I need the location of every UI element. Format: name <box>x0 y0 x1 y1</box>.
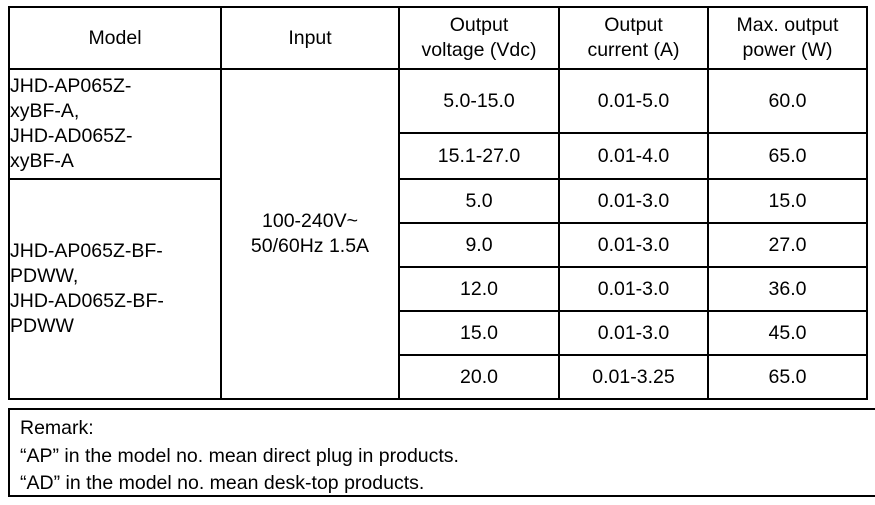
remark-title: Remark: <box>20 417 94 439</box>
cell-output-current: 0.01-5.0 <box>558 68 709 134</box>
cell-output-voltage: 15.0 <box>398 310 560 356</box>
cell-max-output-power: 60.0 <box>707 68 868 134</box>
cell-max-output-power: 27.0 <box>707 222 868 268</box>
column-header-max-output-power-line-1: Max. output <box>736 14 839 37</box>
column-header-output-current-line-2: current (A) <box>587 39 680 61</box>
input-rating-line-2: 50/60Hz 1.5A <box>250 235 370 257</box>
column-header-output-voltage-line-2: voltage (Vdc) <box>421 39 537 61</box>
column-header-model: Model <box>8 6 222 70</box>
model-cell-group-a-line-2: xyBF-A, <box>10 100 80 123</box>
model-cell-group-a: JHD-AP065Z- xyBF-A, JHD-AD065Z- xyBF-A <box>8 68 222 180</box>
cell-max-output-power: 65.0 <box>707 354 868 400</box>
table-row: JHD-AP065Z- xyBF-A, JHD-AD065Z- xyBF-A 1… <box>8 68 868 400</box>
cell-max-output-power: 36.0 <box>707 266 868 312</box>
model-cell-group-a-line-3: JHD-AD065Z- <box>10 125 133 147</box>
cell-output-voltage: 9.0 <box>398 222 560 268</box>
model-cell-group-a-line-1: JHD-AP065Z- <box>10 75 132 98</box>
table-row: 12.0 0.01-3.0 36.0 <box>9 266 868 312</box>
cell-output-current: 0.01-3.25 <box>558 354 709 400</box>
table-row: 15.1-27.0 0.01-4.0 65.0 <box>9 132 868 180</box>
remark-line-ad: “AD” in the model no. mean desk-top prod… <box>20 472 425 495</box>
cell-output-current: 0.01-3.0 <box>558 266 709 312</box>
cell-output-voltage: 20.0 <box>398 354 560 400</box>
column-header-max-output-power: Max. output power (W) <box>707 6 868 70</box>
cell-output-current: 0.01-3.0 <box>558 310 709 356</box>
cell-output-voltage: 12.0 <box>398 266 560 312</box>
cell-output-voltage: 5.0-15.0 <box>398 68 560 134</box>
cell-output-current: 0.01-3.0 <box>558 222 709 268</box>
remark-section: Remark: “AP” in the model no. mean direc… <box>8 408 875 497</box>
column-header-output-voltage-line-1: Output <box>449 14 509 37</box>
power-specification-table: Model Input Output voltage (Vdc) Output … <box>8 6 868 400</box>
remark-line-ap: “AP” in the model no. mean direct plug i… <box>20 444 459 467</box>
column-header-output-voltage: Output voltage (Vdc) <box>398 6 560 70</box>
model-cell-group-b-line-3: JHD-AD065Z-BF- <box>10 290 164 312</box>
table-row: 20.0 0.01-3.25 65.0 <box>9 354 868 400</box>
model-cell-group-b: JHD-AP065Z-BF- PDWW, JHD-AD065Z-BF- PDWW <box>8 178 222 400</box>
cell-max-output-power: 65.0 <box>707 132 868 180</box>
column-header-input: Input <box>220 6 400 70</box>
cell-max-output-power: 45.0 <box>707 310 868 356</box>
model-cell-group-b-line-2: PDWW, <box>10 265 79 288</box>
table-row: 15.0 0.01-3.0 45.0 <box>9 310 868 356</box>
model-cell-group-b-line-4: PDWW <box>10 314 74 337</box>
table-row: 9.0 0.01-3.0 27.0 <box>9 222 868 268</box>
column-header-output-current: Output current (A) <box>558 6 709 70</box>
cell-output-voltage: 15.1-27.0 <box>398 132 560 180</box>
table-header-row: Model Input Output voltage (Vdc) Output … <box>8 6 868 70</box>
cell-output-current: 0.01-4.0 <box>558 132 709 180</box>
column-header-input-line-1: Input <box>288 26 332 49</box>
input-rating-line-1: 100-240V~ <box>262 210 358 233</box>
table-row: JHD-AP065Z-BF- PDWW, JHD-AD065Z-BF- PDWW… <box>8 178 868 400</box>
model-cell-group-b-line-1: JHD-AP065Z-BF- <box>10 240 163 263</box>
column-header-output-current-line-1: Output <box>604 14 663 37</box>
input-rating-cell: 100-240V~ 50/60Hz 1.5A <box>220 68 400 400</box>
column-header-max-output-power-line-2: power (W) <box>742 39 833 61</box>
cell-output-current: 0.01-3.0 <box>558 178 709 224</box>
column-header-model-line-1: Model <box>88 26 142 49</box>
cell-max-output-power: 15.0 <box>707 178 868 224</box>
model-cell-group-a-line-4: xyBF-A <box>10 149 74 172</box>
cell-output-voltage: 5.0 <box>398 178 560 224</box>
